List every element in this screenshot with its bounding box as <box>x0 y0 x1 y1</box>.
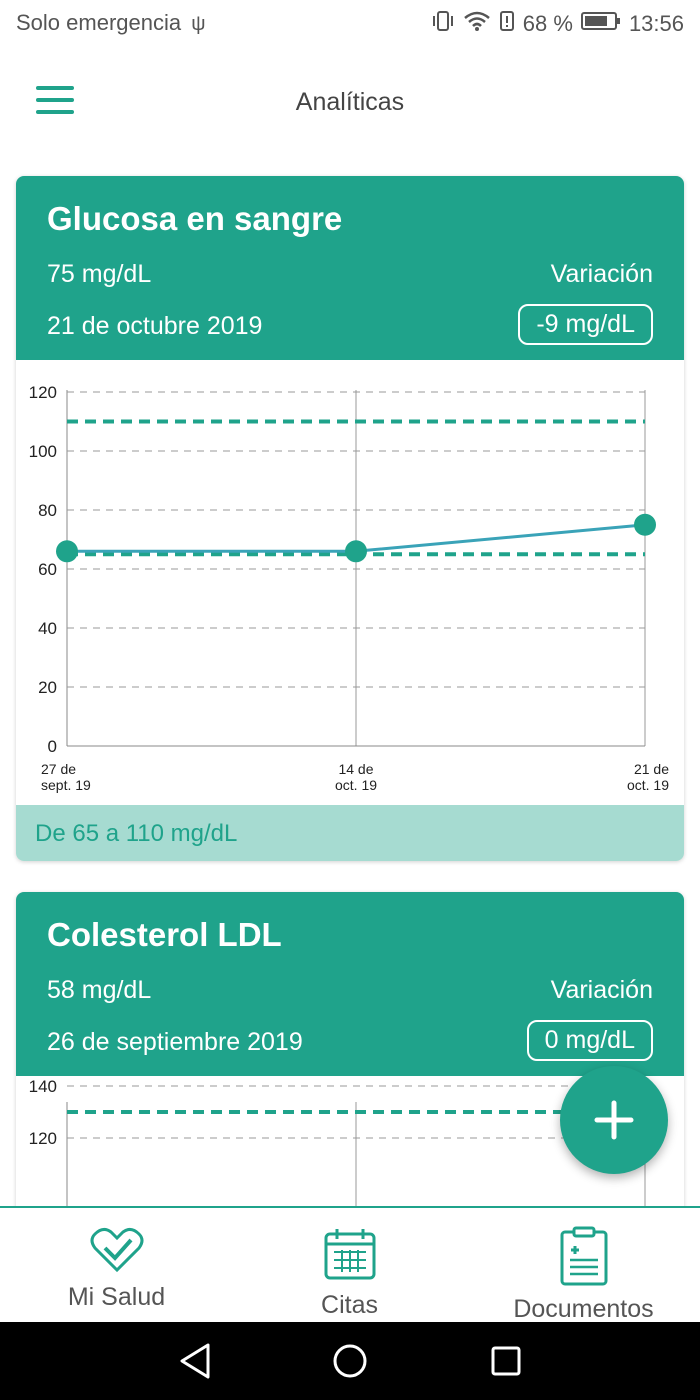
y-tick-label: 60 <box>38 560 57 579</box>
battery-icon <box>580 11 621 37</box>
nav-mi-salud[interactable]: Mi Salud <box>0 1226 233 1312</box>
ldl-chart-svg: 120 140 <box>29 1077 646 1232</box>
card-value: 58 mg/dL <box>47 976 152 1004</box>
x-tick-label: 21 de oct. 19 <box>627 761 669 793</box>
range-footer: De 65 a 110 mg/dL <box>16 805 684 861</box>
battery-percent: 68 % <box>522 11 573 36</box>
x-tick-label: 27 de sept. 19 <box>41 761 91 793</box>
card-header: Glucosa en sangre 75 mg/dL 21 de octubre… <box>16 176 684 360</box>
heart-check-icon <box>90 1227 143 1273</box>
glucose-chart-svg: 0 20 40 60 80 100 120 27 de sept. 19 14 de oct. 19… <box>29 383 670 793</box>
data-point <box>634 513 656 536</box>
y-tick-label: 120 <box>29 383 57 402</box>
page-title: Analíticas <box>295 88 405 116</box>
back-icon[interactable] <box>178 1342 212 1385</box>
plus-icon <box>594 1100 634 1140</box>
nav-citas[interactable]: Citas <box>233 1226 466 1320</box>
hamburger-menu-icon[interactable] <box>36 86 74 114</box>
add-button[interactable] <box>560 1066 668 1174</box>
glucose-card[interactable]: Glucosa en sangre 75 mg/dL 21 de octubre… <box>16 176 684 861</box>
carrier-label: Solo emergencia <box>16 10 182 35</box>
status-left: Solo emergencia ψ <box>16 10 206 36</box>
y-tick-label: 0 <box>48 737 57 756</box>
y-tick-label: 80 <box>38 501 57 520</box>
y-tick-label: 100 <box>29 442 57 461</box>
app-bar: Analíticas <box>0 48 700 158</box>
y-tick-label: 120 <box>29 1129 57 1148</box>
usb-icon: ψ <box>191 13 206 35</box>
card-title: Glucosa en sangre <box>47 200 343 237</box>
glucose-chart: 0 20 40 60 80 100 120 27 de sept. 19 14 de oct. 19… <box>16 360 684 805</box>
nav-label: Citas <box>321 1291 378 1319</box>
wifi-icon <box>463 10 491 38</box>
clipboard-document-icon <box>560 1226 607 1286</box>
y-tick-label: 20 <box>38 678 57 697</box>
recents-icon[interactable] <box>490 1342 522 1385</box>
card-title: Colesterol LDL <box>47 916 282 953</box>
x-tick-label: 14 de oct. 19 <box>335 761 377 793</box>
variation-label: Variación <box>550 976 653 1004</box>
nav-documentos[interactable]: Documentos <box>467 1226 700 1324</box>
card-date: 21 de octubre 2019 <box>47 312 263 340</box>
variation-label: Variación <box>550 260 653 288</box>
bottom-nav: Mi Salud Citas Documentos <box>0 1206 700 1324</box>
card-value: 75 mg/dL <box>47 260 152 288</box>
variation-badge: 0 mg/dL <box>526 1020 653 1061</box>
nav-label: Mi Salud <box>67 1283 166 1311</box>
battery-alert-icon <box>499 10 515 38</box>
clock: 13:56 <box>628 11 684 36</box>
system-nav-bar <box>0 1322 700 1400</box>
home-icon[interactable] <box>332 1342 368 1385</box>
y-tick-label: 40 <box>38 619 57 638</box>
data-point <box>345 540 367 563</box>
calendar-icon <box>324 1229 375 1280</box>
status-right: 68 % 13:56 <box>431 10 684 38</box>
status-bar: Solo emergencia ψ 68 % 13:56 <box>0 0 700 48</box>
card-date: 26 de septiembre 2019 <box>47 1028 303 1056</box>
nav-label: Documentos <box>513 1295 654 1323</box>
card-header: Colesterol LDL 58 mg/dL 26 de septiembre… <box>16 892 684 1076</box>
y-tick-label: 140 <box>29 1077 57 1096</box>
variation-badge: -9 mg/dL <box>518 304 653 345</box>
data-point <box>56 540 78 563</box>
vibrate-icon <box>431 10 455 38</box>
ldl-card[interactable]: Colesterol LDL 58 mg/dL 26 de septiembre… <box>16 892 684 1232</box>
